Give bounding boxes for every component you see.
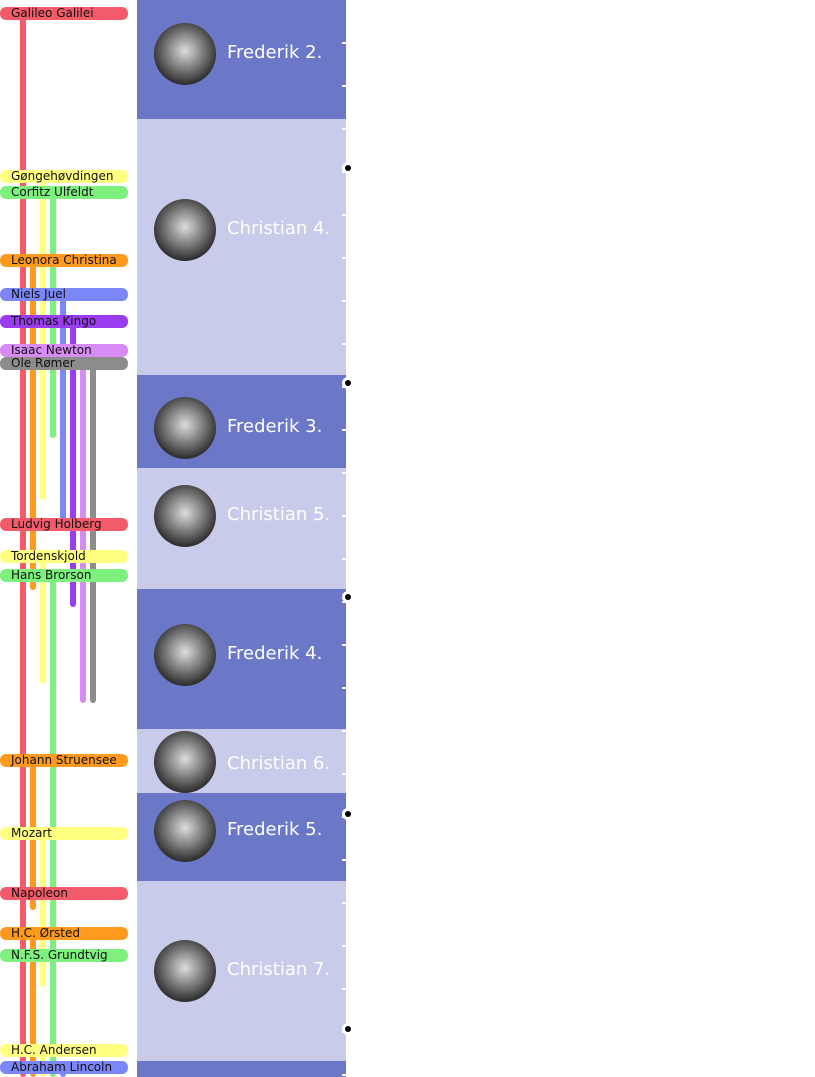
timeline-marker [342, 162, 354, 174]
timeline-tick [342, 902, 347, 904]
lifespan-line [50, 955, 56, 1077]
king-name: Frederik 2. [227, 42, 323, 63]
person-label: Isaac Newton [0, 344, 128, 357]
lifespan-line [40, 556, 46, 684]
king-portrait [154, 624, 216, 686]
timeline-tick [342, 687, 347, 689]
king-portrait [154, 731, 216, 793]
king-name: Frederik 4. [227, 643, 323, 664]
lifespan-line [20, 524, 26, 893]
person-label: Johann Struensee [0, 754, 128, 767]
lifespan-line [40, 176, 46, 500]
timeline-tick [342, 300, 347, 302]
timeline-tick [342, 429, 347, 431]
timeline-marker [342, 377, 354, 389]
reign-band: Christian 4. [137, 119, 346, 375]
person-label: Leonora Christina [0, 254, 128, 267]
person-label: Niels Juel [0, 288, 128, 301]
person-label: Ole Rømer [0, 357, 128, 370]
person-label: Corfitz Ulfeldt [0, 186, 128, 199]
person-label: Tordenskjold [0, 550, 128, 563]
person-label: Thomas Kingo [0, 315, 128, 328]
king-portrait [154, 23, 216, 85]
king-portrait [154, 940, 216, 1002]
timeline-tick [342, 859, 347, 861]
timeline-tick [342, 988, 347, 990]
reign-band: Frederik 4. [137, 589, 346, 729]
lifespan-line [20, 893, 26, 1077]
timeline-tick [342, 214, 347, 216]
lifespan-line [70, 321, 76, 607]
timeline-marker [342, 591, 354, 603]
reign-band: Christian 7. [137, 881, 346, 1061]
person-label: Hans Brorson [0, 569, 128, 582]
timeline-tick [342, 644, 347, 646]
timeline-tick [342, 42, 347, 44]
timeline-tick [342, 773, 347, 775]
timeline-tick [342, 945, 347, 947]
person-label: N.F.S. Grundtvig [0, 949, 128, 962]
timeline-tick [342, 515, 347, 517]
reign-band: Frederik 3. [137, 375, 346, 468]
lifespan-line [90, 363, 96, 703]
timeline-tick [342, 257, 347, 259]
timeline-marker [342, 808, 354, 820]
king-name: Christian 5. [227, 504, 331, 525]
person-label: Abraham Lincoln [0, 1061, 128, 1074]
timeline-tick [342, 730, 347, 732]
king-name: Christian 7. [227, 959, 331, 980]
timeline-tick [342, 128, 347, 130]
timeline-tick [342, 472, 347, 474]
person-label: H.C. Andersen [0, 1044, 128, 1057]
timeline-tick [342, 1074, 347, 1076]
timeline-marker [342, 1023, 354, 1035]
king-portrait [154, 800, 216, 862]
reign-band: Christian 6. [137, 729, 346, 793]
lifespan-line [30, 933, 36, 1077]
king-portrait [154, 485, 216, 547]
reign-band: Christian 5. [137, 468, 346, 589]
king-portrait [154, 199, 216, 261]
lifespan-line [20, 13, 26, 530]
person-label: Galileo Galilei [0, 7, 128, 20]
person-label: H.C. Ørsted [0, 927, 128, 940]
reign-band: Frederik 2. [137, 0, 346, 119]
king-name: Frederik 5. [227, 819, 323, 840]
reign-band: Frederik 5. [137, 793, 346, 881]
person-label: Mozart [0, 827, 128, 840]
timeline-tick [342, 343, 347, 345]
king-portrait [154, 397, 216, 459]
lifespan-line [30, 260, 36, 590]
person-label: Ludvig Holberg [0, 518, 128, 531]
reign-band [137, 1061, 346, 1077]
king-name: Frederik 3. [227, 416, 323, 437]
timeline-tick [342, 85, 347, 87]
person-label: Gøngehøvdingen [0, 170, 128, 183]
king-name: Christian 4. [227, 218, 331, 239]
lifespan-line [40, 833, 46, 987]
king-name: Christian 6. [227, 753, 331, 774]
person-label: Napoleon [0, 887, 128, 900]
timeline-tick [342, 558, 347, 560]
lifespan-line [60, 294, 66, 520]
